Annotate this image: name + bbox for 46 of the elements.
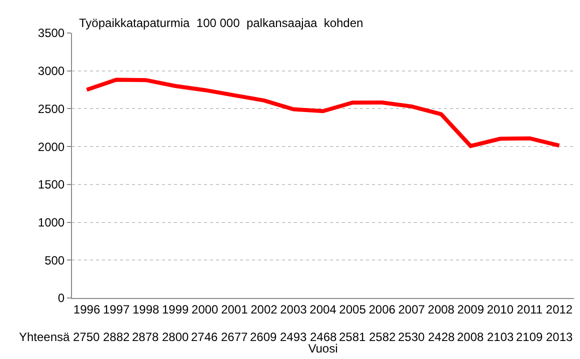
x-tick-label: 2005 xyxy=(339,302,366,316)
text: Yhteensä xyxy=(19,330,70,344)
x-tick-label: 2001 xyxy=(221,302,248,316)
line-series xyxy=(84,78,562,148)
x-tick-label: 1997 xyxy=(102,302,130,316)
y-tick-label: 3000 xyxy=(38,64,65,78)
y-tick-label: 1000 xyxy=(38,215,65,230)
y-tick-label: 1500 xyxy=(38,178,65,192)
data-label: 2530 xyxy=(398,330,426,344)
data-label: 2013 xyxy=(546,330,574,344)
x-tick-label: 1999 xyxy=(162,302,190,316)
x-tick-label: 1996 xyxy=(73,302,100,316)
x-tick-label: 2008 xyxy=(428,302,455,316)
x-axis-title: Vuosi xyxy=(308,341,338,356)
data-label: 2677 xyxy=(221,330,248,344)
x-tick-label: 2006 xyxy=(368,302,396,316)
x-tick-label: 1998 xyxy=(132,302,160,316)
x-tick-label: 2002 xyxy=(250,302,278,316)
x-tick-label: 2012 xyxy=(546,302,573,316)
y-tick-label: 3500 xyxy=(38,26,65,40)
x-tick-label: 2011 xyxy=(516,302,543,316)
x-tick-label: 2003 xyxy=(280,302,308,316)
data-label: 2008 xyxy=(457,330,484,344)
data-label: 2800 xyxy=(162,330,190,344)
data-label: 2746 xyxy=(191,330,218,344)
x-tick-label: 2000 xyxy=(192,302,219,316)
data-label: 2581 xyxy=(339,330,366,344)
data-label: 2878 xyxy=(132,330,160,344)
chart-title: Työpaikkatapaturmia 100 000 palkansaajaa kohden xyxy=(79,16,364,30)
x-tick-label: 2010 xyxy=(486,302,514,316)
y-tick-label: 2000 xyxy=(38,140,65,154)
data-label: 2582 xyxy=(369,330,396,344)
data-label: 2609 xyxy=(250,330,278,344)
data-label: 2882 xyxy=(103,330,130,344)
data-label: 2428 xyxy=(428,330,456,344)
data-label: 2468 xyxy=(310,330,338,344)
y-tick-label: 2500 xyxy=(38,102,65,116)
x-tick-label: 2009 xyxy=(457,302,484,316)
y-tick-label: 500 xyxy=(44,253,65,268)
x-tick-label: 2004 xyxy=(310,302,337,316)
x-tick-label: 2007 xyxy=(398,302,426,316)
data-label: 2109 xyxy=(516,330,544,344)
data-label: 2750 xyxy=(73,330,100,344)
data-label: 2103 xyxy=(487,330,514,344)
data-label: 2493 xyxy=(280,330,308,344)
y-tick-label: 0 xyxy=(58,291,65,306)
